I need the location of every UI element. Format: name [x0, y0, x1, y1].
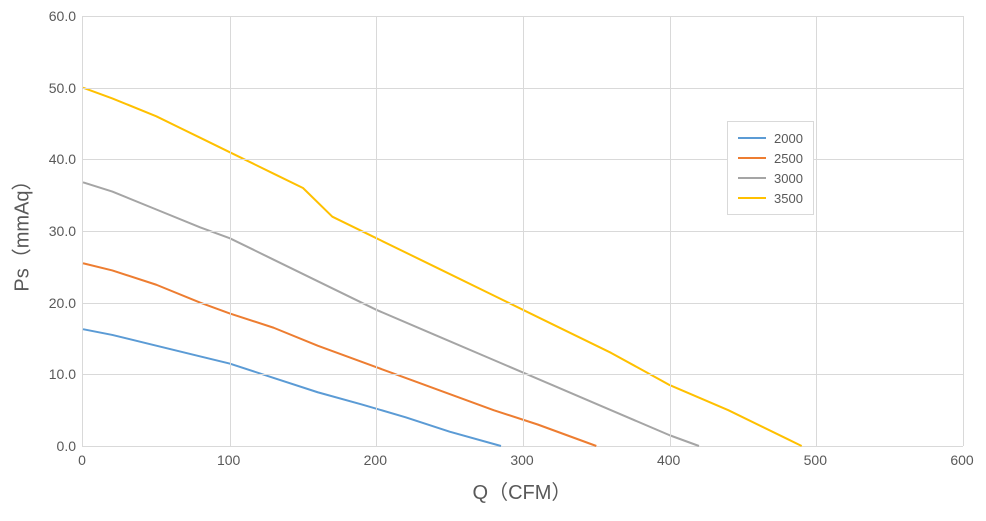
gridline-vertical: [963, 16, 964, 446]
x-tick-label: 600: [950, 452, 973, 468]
gridline-horizontal: [83, 231, 963, 232]
legend-swatch: [738, 177, 766, 179]
gridline-horizontal: [83, 16, 963, 17]
x-tick-label: 500: [804, 452, 827, 468]
legend-item-3000: 3000: [738, 168, 803, 188]
legend-swatch: [738, 137, 766, 139]
legend-label: 3500: [774, 191, 803, 206]
series-line-2000: [83, 329, 501, 446]
y-axis-label: Ps（mmAq）: [6, 170, 35, 291]
gridline-horizontal: [83, 88, 963, 89]
x-tick-label: 200: [364, 452, 387, 468]
x-tick-label: 400: [657, 452, 680, 468]
x-axis-label: Q（CFM）: [473, 476, 572, 505]
legend-item-3500: 3500: [738, 188, 803, 208]
legend-item-2000: 2000: [738, 128, 803, 148]
y-tick-label: 30.0: [38, 223, 76, 239]
x-tick-label: 300: [510, 452, 533, 468]
legend-swatch: [738, 197, 766, 199]
legend: 2000 2500 3000 3500: [727, 121, 814, 215]
legend-label: 2500: [774, 151, 803, 166]
legend-label: 3000: [774, 171, 803, 186]
x-tick-label: 0: [78, 452, 86, 468]
x-tick-label: 100: [217, 452, 240, 468]
gridline-horizontal: [83, 374, 963, 375]
y-tick-label: 10.0: [38, 366, 76, 382]
plot-area: [82, 16, 963, 447]
legend-swatch: [738, 157, 766, 159]
series-line-2500: [83, 263, 596, 446]
series-line-3000: [83, 182, 699, 446]
chart-container: 2000 2500 3000 3500 Q（CFM） Ps（mmAq） 0 100 200…: [0, 0, 986, 521]
gridline-horizontal: [83, 303, 963, 304]
legend-item-2500: 2500: [738, 148, 803, 168]
y-tick-label: 20.0: [38, 295, 76, 311]
legend-label: 2000: [774, 131, 803, 146]
y-tick-label: 40.0: [38, 151, 76, 167]
gridline-horizontal: [83, 159, 963, 160]
y-tick-label: 60.0: [38, 8, 76, 24]
y-tick-label: 0.0: [38, 438, 76, 454]
y-tick-label: 50.0: [38, 80, 76, 96]
